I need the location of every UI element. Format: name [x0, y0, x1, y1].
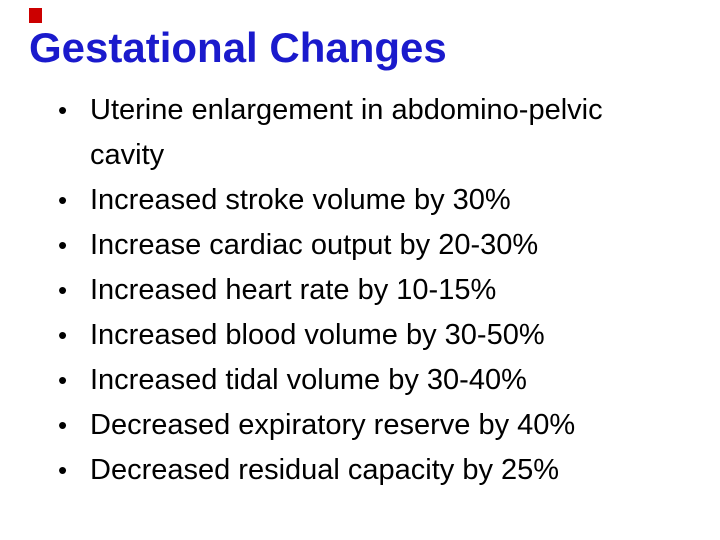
bullet-text: Decreased residual capacity by 25%	[90, 454, 560, 486]
bullet-icon: •	[58, 455, 68, 485]
bullet-text: Increased stroke volume by 30%	[90, 184, 511, 216]
bullet-icon: •	[58, 320, 68, 350]
bullet-icon: •	[58, 230, 68, 260]
bullet-list: • Uterine enlargement in abdomino-pelvic …	[58, 88, 683, 493]
page-title: Gestational Changes	[29, 24, 447, 71]
list-item: • Decreased residual capacity by 25%	[58, 448, 683, 493]
bullet-text: Increased heart rate by 10-15%	[90, 274, 497, 306]
bullet-text: Increase cardiac output by 20-30%	[90, 229, 539, 261]
list-item: • Uterine enlargement in abdomino-pelvic …	[58, 88, 683, 178]
bullet-icon: •	[58, 365, 68, 395]
bullet-icon: •	[58, 275, 68, 305]
bullet-icon: •	[58, 410, 68, 440]
list-item: • Decreased expiratory reserve by 40%	[58, 403, 683, 448]
bullet-text: Uterine enlargement in abdomino-pelvic c…	[90, 94, 603, 171]
bullet-icon: •	[58, 95, 68, 125]
bullet-text: Increased blood volume by 30-50%	[90, 319, 545, 351]
list-item: • Increased blood volume by 30-50%	[58, 313, 683, 358]
bullet-text: Increased tidal volume by 30-40%	[90, 364, 527, 396]
bullet-icon: •	[58, 185, 68, 215]
list-item: • Increased heart rate by 10-15%	[58, 268, 683, 313]
list-item: • Increased stroke volume by 30%	[58, 178, 683, 223]
list-item: • Increased tidal volume by 30-40%	[58, 358, 683, 403]
red-corner-mark	[29, 8, 42, 23]
bullet-text: Decreased expiratory reserve by 40%	[90, 409, 576, 441]
list-item: • Increase cardiac output by 20-30%	[58, 223, 683, 268]
